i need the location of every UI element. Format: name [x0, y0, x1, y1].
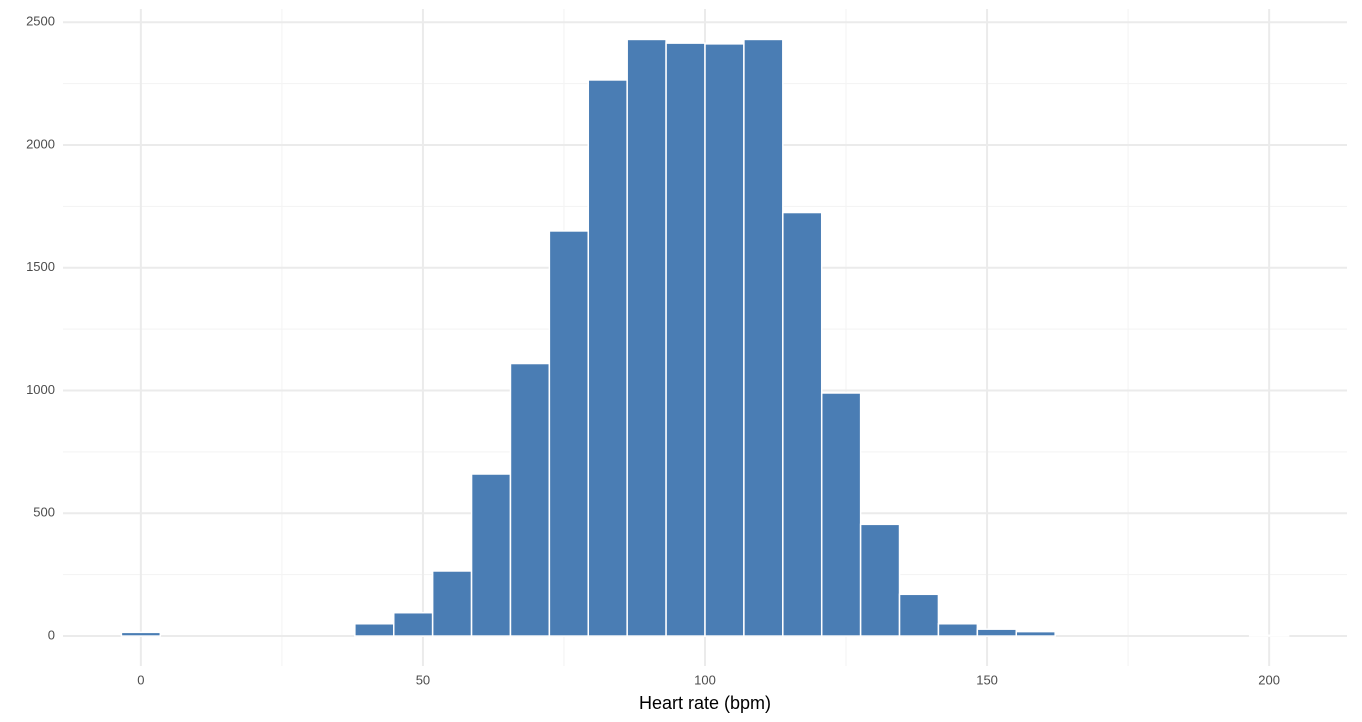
- y-tick-label: 0: [48, 627, 55, 642]
- bar: [743, 38, 784, 637]
- x-tick-label: 0: [137, 672, 144, 687]
- bar: [509, 362, 551, 637]
- bar: [820, 392, 862, 637]
- bar: [392, 611, 434, 637]
- x-tick-label: 150: [976, 672, 998, 687]
- x-tick-label: 100: [694, 672, 716, 687]
- bar: [782, 211, 823, 637]
- bar: [626, 38, 667, 637]
- bar: [937, 623, 979, 637]
- bar: [665, 42, 706, 637]
- bar: [431, 570, 473, 637]
- x-tick-label: 200: [1258, 672, 1280, 687]
- bars: [120, 38, 1290, 637]
- y-tick-label: 1000: [26, 382, 55, 397]
- y-tick-label: 500: [33, 505, 55, 520]
- bar: [548, 230, 590, 637]
- bar: [976, 628, 1018, 637]
- bar: [354, 623, 395, 637]
- bar: [470, 473, 512, 637]
- bar: [898, 593, 940, 637]
- x-tick-label: 50: [416, 672, 430, 687]
- bar: [1015, 630, 1056, 637]
- y-tick-label: 1500: [26, 259, 55, 274]
- bar: [587, 79, 628, 637]
- x-axis-title: Heart rate (bpm): [639, 693, 771, 713]
- bar: [704, 43, 745, 637]
- y-tick-label: 2500: [26, 14, 55, 29]
- bar: [1248, 634, 1290, 637]
- bar: [859, 523, 901, 637]
- bar: [120, 631, 162, 637]
- y-tick-label: 2000: [26, 136, 55, 151]
